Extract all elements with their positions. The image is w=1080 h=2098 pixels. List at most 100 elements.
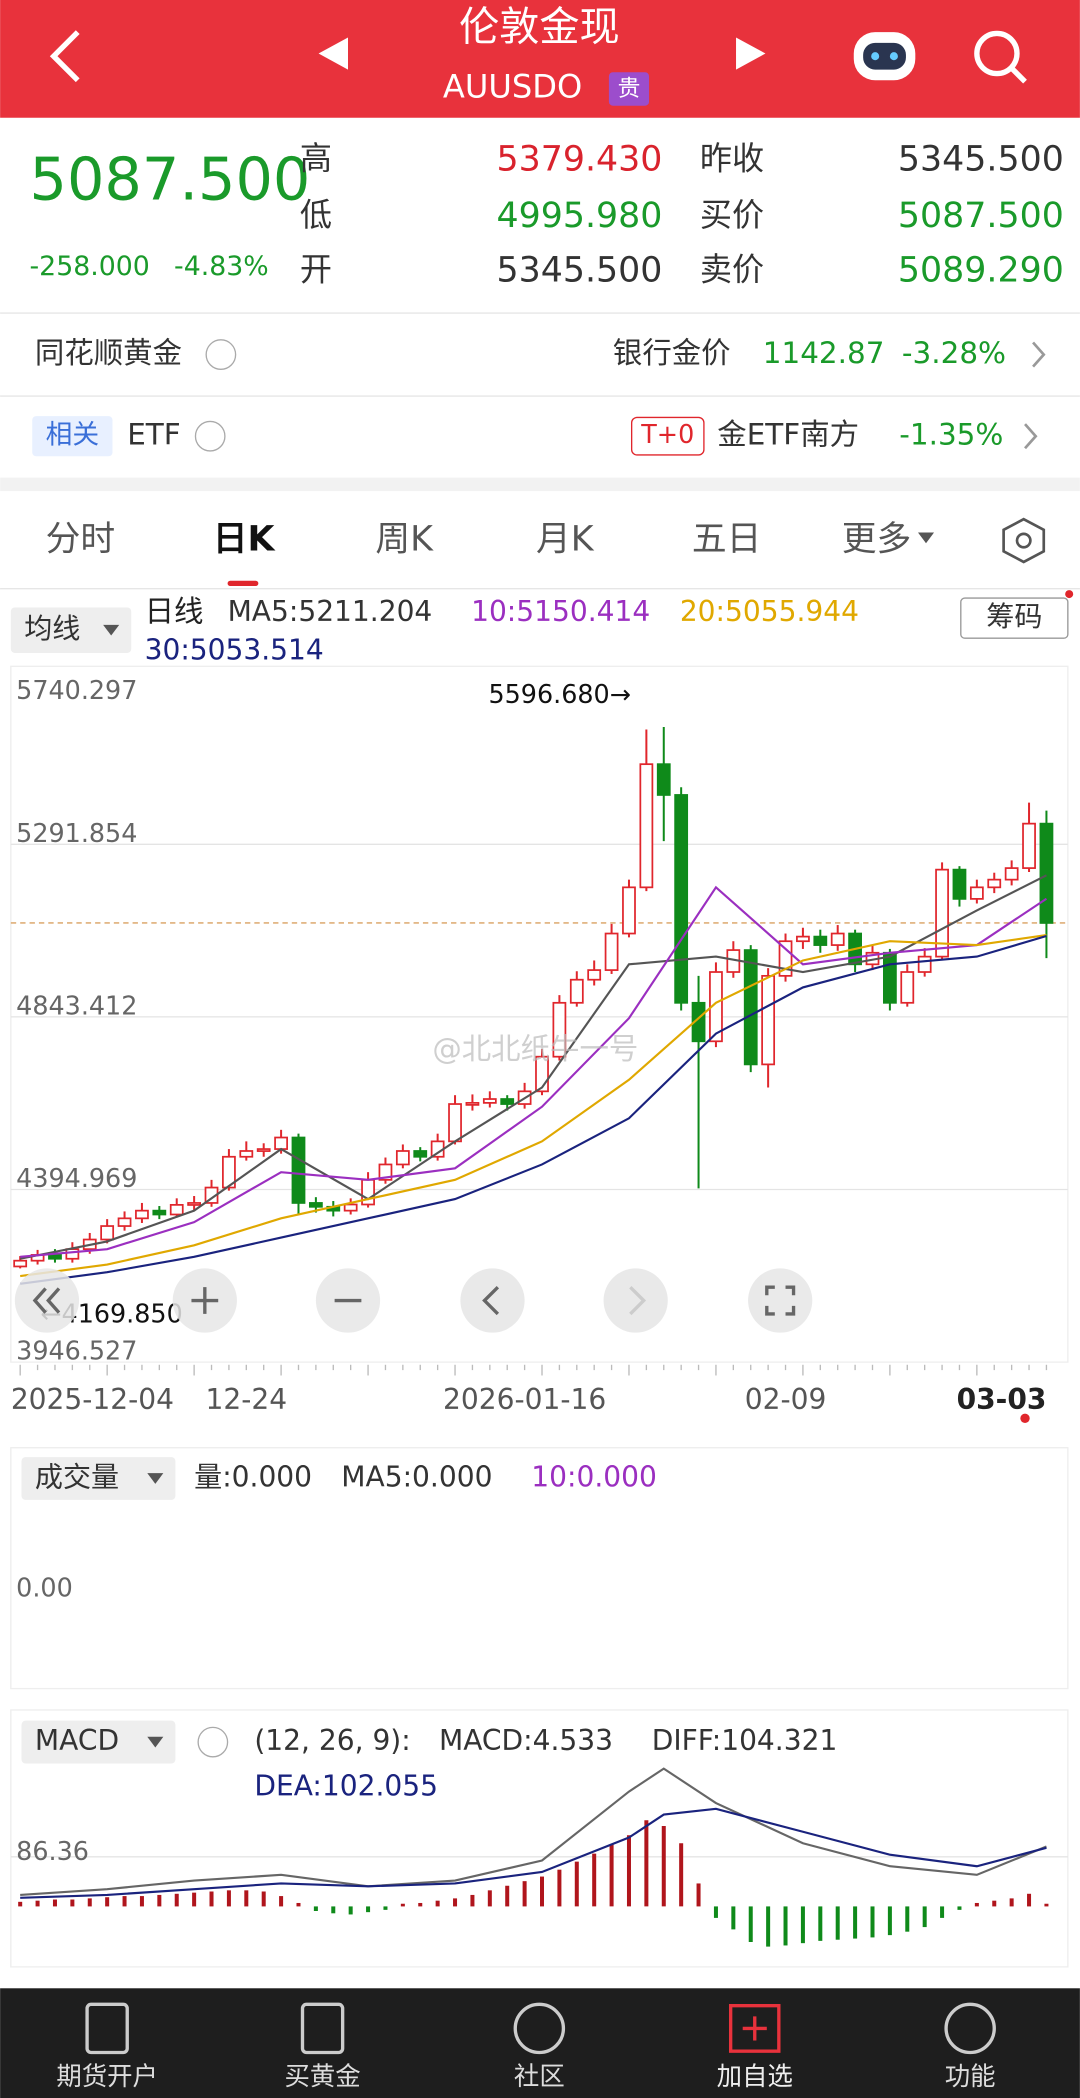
label: 昨收 — [700, 140, 764, 178]
nav-icon — [728, 2004, 781, 2053]
badge-bg — [608, 72, 650, 106]
watermark: @北北纸牛一号 — [432, 1032, 638, 1066]
volume-tick: 0.00 — [16, 1573, 73, 1603]
nav-item[interactable]: 社区 — [513, 2002, 566, 2091]
candle-body — [796, 935, 810, 943]
period: 日线 — [145, 594, 204, 628]
candle-body — [639, 763, 654, 889]
candle-chart: 5740.297 5291.854 4843.412 4394.969 3946.527… — [11, 595, 1068, 1416]
settings-button[interactable] — [1002, 517, 1046, 564]
nav-label: 功能 — [945, 2061, 996, 2091]
tab[interactable]: 更多 — [842, 520, 912, 560]
search-handle — [1009, 66, 1027, 84]
dot — [1065, 590, 1074, 599]
candle-body — [343, 1203, 358, 1212]
candle-body — [691, 1001, 706, 1043]
candle-body — [100, 1225, 115, 1241]
nav-label: 社区 — [514, 2061, 565, 2091]
volume-frame — [10, 1447, 1069, 1690]
candle-body — [552, 1001, 567, 1058]
value: 4995.980 — [497, 196, 663, 236]
candle-body — [135, 1209, 149, 1220]
x-tick-label: 2025-12-04 — [11, 1383, 174, 1416]
t0-bg — [630, 416, 705, 456]
legend-entry: 10:5150.414 — [471, 595, 650, 628]
tab[interactable]: 月K — [536, 520, 595, 560]
candle-body — [256, 1148, 271, 1152]
candle-body — [917, 955, 932, 973]
candle-body — [709, 971, 723, 1043]
bank-change: -3.28% — [902, 336, 1006, 370]
robot-face — [863, 42, 906, 70]
left-button[interactable] — [460, 1268, 525, 1333]
chip-label: 筹码 — [986, 600, 1042, 633]
tab[interactable]: 日K — [213, 520, 276, 560]
candle-body — [587, 969, 602, 981]
chip-button[interactable] — [960, 597, 1069, 639]
y-tick-label: 4394.969 — [16, 1163, 137, 1193]
candle-body — [969, 886, 984, 900]
fullscreen-button[interactable] — [748, 1268, 813, 1333]
plot-frame — [10, 665, 1069, 1363]
candle-body — [1039, 822, 1054, 924]
bank-label: 银行金价 — [613, 336, 731, 370]
nav-icon — [944, 2002, 996, 2055]
icon — [629, 1285, 647, 1316]
right-button[interactable] — [603, 1268, 668, 1333]
nav-item[interactable]: 功能 — [944, 2002, 996, 2091]
candle-body — [743, 949, 758, 1066]
tab[interactable]: 周K — [375, 520, 434, 560]
help-icon[interactable] — [197, 1726, 229, 1758]
value: 5345.500 — [898, 140, 1064, 180]
t0-badge: T+0 — [640, 419, 694, 449]
macd-value: MACD:4.533 — [439, 1724, 613, 1757]
more-arrow — [917, 532, 935, 544]
y-tick-label: 5740.297 — [16, 675, 137, 705]
robot-eye — [889, 52, 898, 61]
spacer — [0, 477, 1080, 492]
legend-entry: DEA:102.055 — [254, 1770, 438, 1803]
label: 买价 — [700, 196, 764, 234]
search-button[interactable] — [974, 30, 1020, 77]
nav-icon — [742, 2016, 767, 2041]
nav-item[interactable]: 期货开户 — [56, 2002, 158, 2091]
candle-body — [291, 1136, 306, 1204]
volume-selector[interactable] — [21, 1457, 176, 1500]
chevron[interactable] — [1024, 423, 1038, 450]
tab-indicator — [227, 580, 259, 587]
ma-selector[interactable] — [10, 607, 132, 653]
back-button[interactable] — [49, 30, 80, 83]
chevron[interactable] — [1032, 341, 1046, 368]
ma-line — [20, 934, 1047, 1278]
macd-selector[interactable] — [21, 1720, 176, 1764]
nav-item[interactable]: 买黄金 — [284, 2002, 361, 2091]
label: 开 — [300, 251, 332, 289]
tab[interactable]: 五日 — [692, 520, 762, 560]
value: 5087.500 — [898, 196, 1064, 236]
macd-line — [20, 1807, 1047, 1899]
help-icon[interactable] — [205, 339, 237, 370]
nav-icon — [513, 2002, 566, 2055]
help-icon[interactable] — [194, 420, 226, 452]
robot-icon[interactable] — [853, 32, 916, 81]
title: 伦敦金现 — [459, 4, 620, 50]
change: -258.000 — [30, 251, 150, 282]
tab[interactable]: 分时 — [46, 520, 116, 560]
candle-body — [900, 971, 915, 1004]
next-button[interactable] — [736, 37, 766, 70]
control-icons — [32, 1285, 796, 1316]
nav-icon — [85, 2002, 129, 2055]
max-annotation: 5596.680→ — [488, 679, 631, 709]
nav-item[interactable]: 加自选 — [717, 2004, 793, 2091]
candle-body — [1004, 867, 1019, 881]
ma-selector-label: 均线 — [24, 612, 80, 645]
price: 5087.500 — [30, 144, 311, 213]
label: 低 — [300, 196, 332, 234]
badge: 贵 — [618, 76, 641, 102]
macd-frame — [10, 1709, 1069, 1968]
prev-button[interactable] — [318, 37, 348, 70]
fund-change: -1.35% — [899, 418, 1003, 452]
candle-body — [935, 868, 949, 958]
candle-body — [378, 1163, 393, 1181]
